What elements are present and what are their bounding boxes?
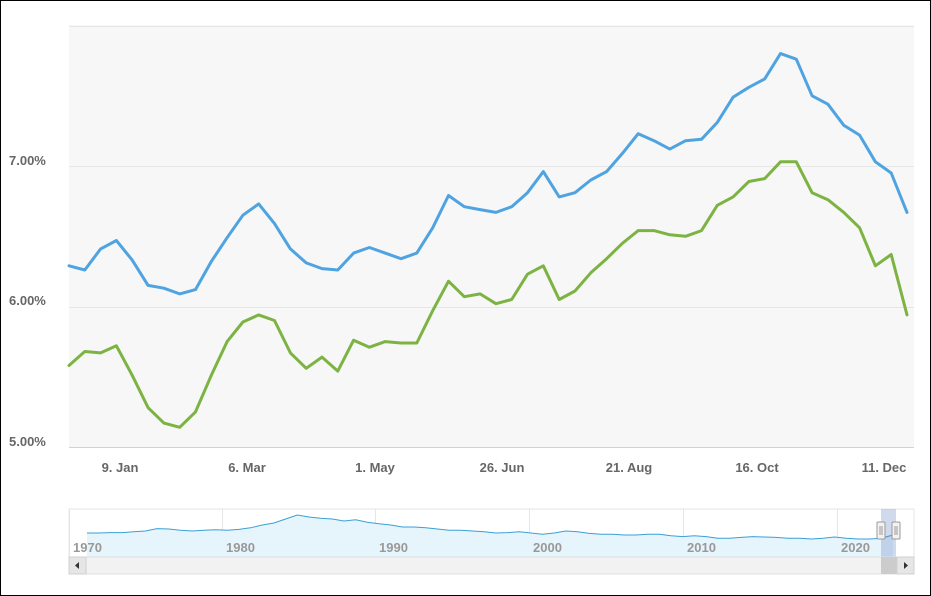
x-tick-label: 1. May: [355, 460, 396, 475]
series-line-2: [67, 160, 909, 429]
navigator-selected-range[interactable]: [881, 509, 896, 557]
scrollbar-track[interactable]: [68, 556, 915, 575]
y-axis-ticks: 5.00% 6.00% 7.00%: [9, 153, 46, 449]
navigator-tick-label: 2000: [533, 540, 562, 555]
x-tick-label: 26. Jun: [480, 460, 525, 475]
navigator-right-handle[interactable]: [891, 521, 901, 540]
scrollbar-left-button[interactable]: [68, 556, 87, 575]
navigator-left-handle[interactable]: [876, 521, 886, 540]
scrollbar-right-button[interactable]: [896, 556, 915, 575]
range-navigator[interactable]: 1970 1980 1990 2000 2010 2020: [68, 508, 915, 558]
arrow-left-icon: [75, 562, 79, 569]
x-axis-ticks: 9. Jan 6. Mar 1. May 26. Jun 21. Aug 16.…: [102, 460, 907, 475]
x-tick-label: 9. Jan: [102, 460, 139, 475]
x-tick-label: 21. Aug: [606, 460, 653, 475]
x-tick-label: 16. Oct: [735, 460, 779, 475]
y-tick-label: 7.00%: [9, 153, 46, 168]
scrollbar-thumb[interactable]: [881, 557, 897, 574]
scrollbar[interactable]: [68, 556, 915, 575]
navigator-area: [87, 515, 893, 557]
navigator-tick-label: 2010: [687, 540, 716, 555]
x-tick-label: 6. Mar: [228, 460, 266, 475]
series-line-1: [67, 52, 909, 296]
navigator-tick-label: 1970: [73, 540, 102, 555]
navigator-tick-label: 1980: [226, 540, 255, 555]
y-tick-label: 6.00%: [9, 293, 46, 308]
navigator-ticks: 1970 1980 1990 2000 2010 2020: [73, 540, 870, 555]
navigator-tick-label: 1990: [379, 540, 408, 555]
x-tick-label: 11. Dec: [862, 460, 907, 475]
y-tick-label: 5.00%: [9, 434, 46, 449]
series-lines: [67, 52, 909, 429]
navigator-tick-label: 2020: [841, 540, 870, 555]
plot-background: [69, 25, 914, 447]
navigator-line: [87, 514, 894, 540]
arrow-right-icon: [904, 562, 908, 569]
